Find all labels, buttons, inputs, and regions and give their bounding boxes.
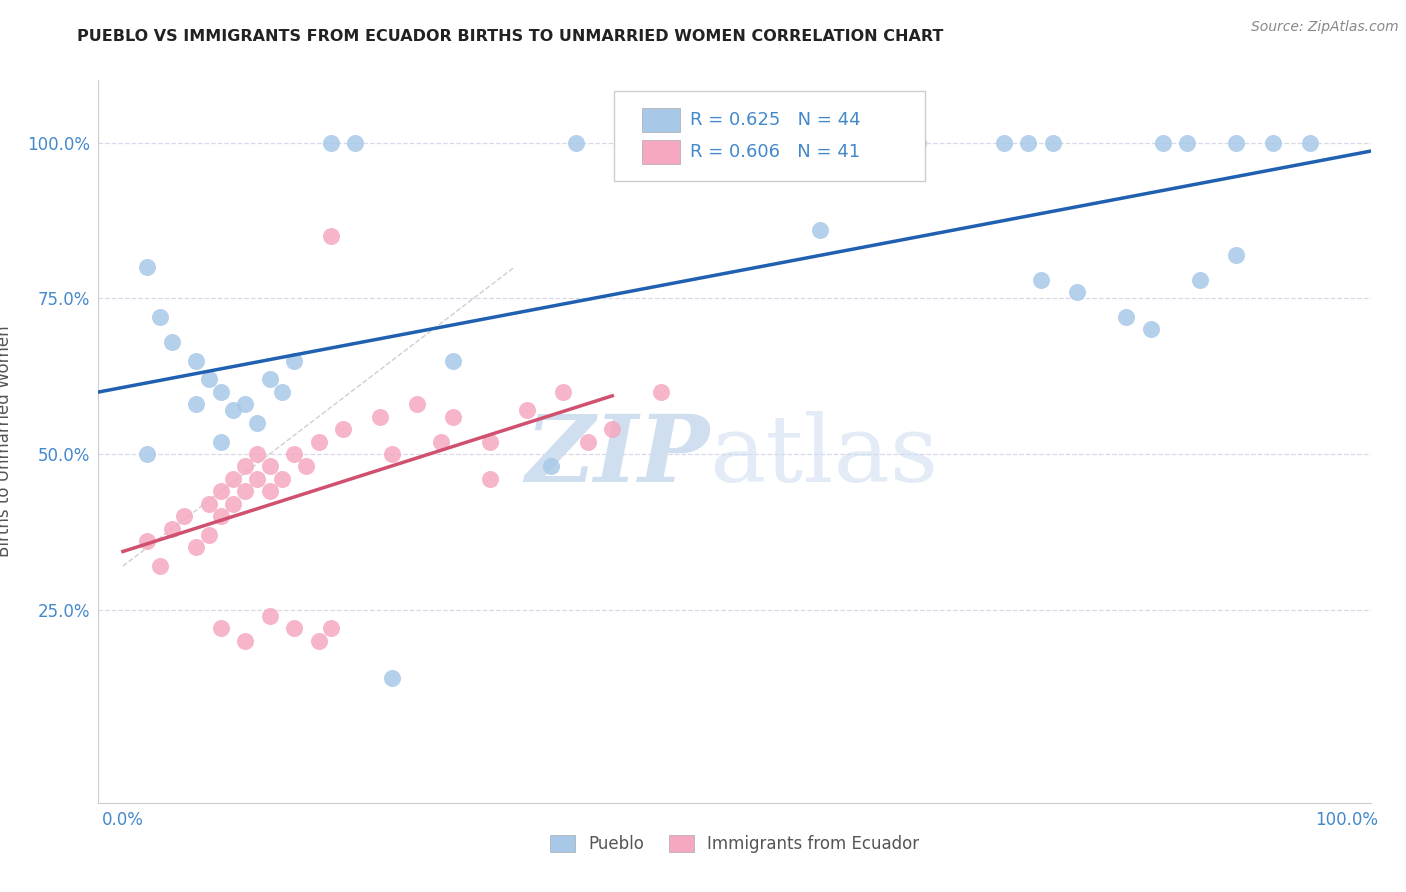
Point xyxy=(332,422,354,436)
Point xyxy=(209,434,232,449)
Point xyxy=(173,509,195,524)
Point xyxy=(478,472,501,486)
Point xyxy=(381,447,404,461)
Point xyxy=(441,409,464,424)
Point xyxy=(1225,136,1247,150)
Text: R = 0.625   N = 44: R = 0.625 N = 44 xyxy=(690,112,860,129)
Point xyxy=(1017,136,1039,150)
Text: Source: ZipAtlas.com: Source: ZipAtlas.com xyxy=(1251,20,1399,34)
Point xyxy=(136,260,159,274)
Point xyxy=(246,416,269,430)
Text: R = 0.606   N = 41: R = 0.606 N = 41 xyxy=(690,144,860,161)
Point xyxy=(1042,136,1064,150)
Point xyxy=(1029,272,1052,286)
Point xyxy=(233,484,256,499)
Point xyxy=(271,472,294,486)
Point xyxy=(846,136,869,150)
Point xyxy=(430,434,453,449)
Text: PUEBLO VS IMMIGRANTS FROM ECUADOR BIRTHS TO UNMARRIED WOMEN CORRELATION CHART: PUEBLO VS IMMIGRANTS FROM ECUADOR BIRTHS… xyxy=(77,29,943,44)
Point xyxy=(197,528,219,542)
Point xyxy=(319,621,342,635)
Point xyxy=(308,434,330,449)
Point xyxy=(564,136,586,150)
FancyBboxPatch shape xyxy=(614,91,925,181)
Point xyxy=(576,434,599,449)
Point xyxy=(209,484,232,499)
Point xyxy=(222,403,245,417)
Point xyxy=(149,559,172,574)
Point xyxy=(319,136,342,150)
Point xyxy=(136,447,159,461)
Y-axis label: Births to Unmarried Women: Births to Unmarried Women xyxy=(0,326,13,558)
Legend: Pueblo, Immigrants from Ecuador: Pueblo, Immigrants from Ecuador xyxy=(543,828,927,860)
Point xyxy=(197,497,219,511)
Point xyxy=(441,353,464,368)
Point xyxy=(1139,322,1161,336)
Point xyxy=(186,541,208,555)
Point xyxy=(209,621,232,635)
Point xyxy=(993,136,1015,150)
Point xyxy=(283,447,305,461)
Bar xyxy=(641,140,681,164)
Point xyxy=(246,447,269,461)
Point xyxy=(186,353,208,368)
Point xyxy=(136,534,159,549)
Point xyxy=(381,671,404,685)
Point xyxy=(222,472,245,486)
Point xyxy=(478,434,501,449)
Point xyxy=(1261,136,1284,150)
Point xyxy=(405,397,427,411)
Point xyxy=(233,459,256,474)
Point xyxy=(1175,136,1198,150)
Point xyxy=(246,472,269,486)
Point xyxy=(368,409,391,424)
Point xyxy=(160,522,183,536)
Point xyxy=(308,633,330,648)
Point xyxy=(233,633,256,648)
Point xyxy=(259,459,281,474)
Point xyxy=(808,223,831,237)
Point xyxy=(540,459,562,474)
Point xyxy=(259,609,281,624)
Point xyxy=(222,497,245,511)
Point xyxy=(1298,136,1320,150)
Point xyxy=(1225,248,1247,262)
Point xyxy=(319,229,342,244)
Point xyxy=(1152,136,1174,150)
Point xyxy=(233,397,256,411)
Point xyxy=(197,372,219,386)
Point xyxy=(1188,272,1211,286)
Point xyxy=(209,509,232,524)
Point xyxy=(907,136,929,150)
Text: atlas: atlas xyxy=(709,411,938,501)
Point xyxy=(259,372,281,386)
Point xyxy=(283,621,305,635)
Bar xyxy=(641,108,681,133)
Point xyxy=(271,384,294,399)
Point xyxy=(1115,310,1137,324)
Point xyxy=(1066,285,1088,299)
Point xyxy=(344,136,367,150)
Point xyxy=(209,384,232,399)
Point xyxy=(149,310,172,324)
Point xyxy=(650,384,672,399)
Point xyxy=(186,397,208,411)
Point xyxy=(295,459,318,474)
Point xyxy=(785,136,807,150)
Point xyxy=(553,384,575,399)
Point xyxy=(259,484,281,499)
Text: ZIP: ZIP xyxy=(524,411,709,501)
Point xyxy=(600,422,623,436)
Point xyxy=(283,353,305,368)
Point xyxy=(516,403,538,417)
Point xyxy=(160,334,183,349)
